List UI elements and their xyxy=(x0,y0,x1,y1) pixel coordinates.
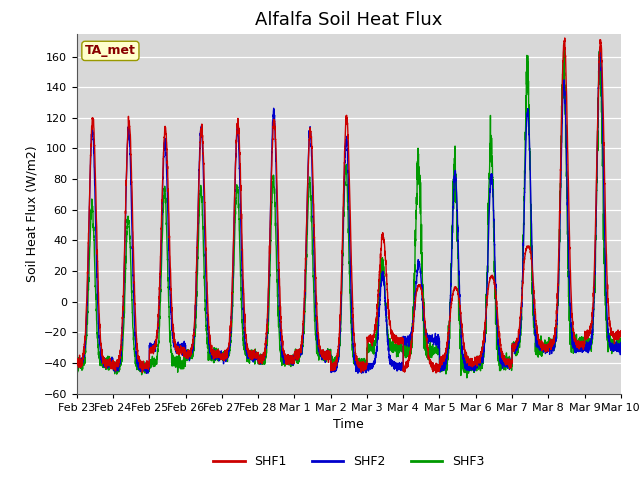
SHF3 xyxy=(617,347,625,352)
SHF1 xyxy=(617,328,625,334)
SHF3 xyxy=(328,357,336,363)
SHF2 xyxy=(616,352,624,358)
SHF2 xyxy=(596,47,604,52)
SHF2 xyxy=(471,362,479,368)
SHF3 xyxy=(560,40,568,46)
SHF3 xyxy=(463,375,471,381)
SHF1 xyxy=(432,370,440,376)
SHF2 xyxy=(617,340,625,346)
Text: TA_met: TA_met xyxy=(85,44,136,58)
SHF1 xyxy=(171,338,179,344)
SHF2 xyxy=(143,371,150,376)
SHF1 xyxy=(328,362,336,368)
SHF1 xyxy=(73,360,81,366)
SHF3 xyxy=(471,361,479,367)
SHF3 xyxy=(616,347,624,352)
SHF1 xyxy=(616,330,624,336)
Line: SHF2: SHF2 xyxy=(77,49,621,373)
SHF2 xyxy=(329,367,337,373)
SHF2 xyxy=(502,360,509,366)
SHF3 xyxy=(502,367,509,373)
SHF3 xyxy=(171,359,179,365)
SHF2 xyxy=(73,357,81,363)
Title: Alfalfa Soil Heat Flux: Alfalfa Soil Heat Flux xyxy=(255,11,442,29)
SHF1 xyxy=(502,362,509,368)
Line: SHF3: SHF3 xyxy=(77,43,621,378)
X-axis label: Time: Time xyxy=(333,418,364,431)
SHF1 xyxy=(471,358,479,363)
SHF3 xyxy=(440,365,448,371)
SHF2 xyxy=(171,342,179,348)
SHF1 xyxy=(561,35,568,41)
SHF3 xyxy=(73,359,81,365)
Y-axis label: Soil Heat Flux (W/m2): Soil Heat Flux (W/m2) xyxy=(25,145,38,282)
Legend: SHF1, SHF2, SHF3: SHF1, SHF2, SHF3 xyxy=(209,450,489,473)
Line: SHF1: SHF1 xyxy=(77,38,621,373)
SHF2 xyxy=(441,365,449,371)
SHF1 xyxy=(441,356,449,361)
